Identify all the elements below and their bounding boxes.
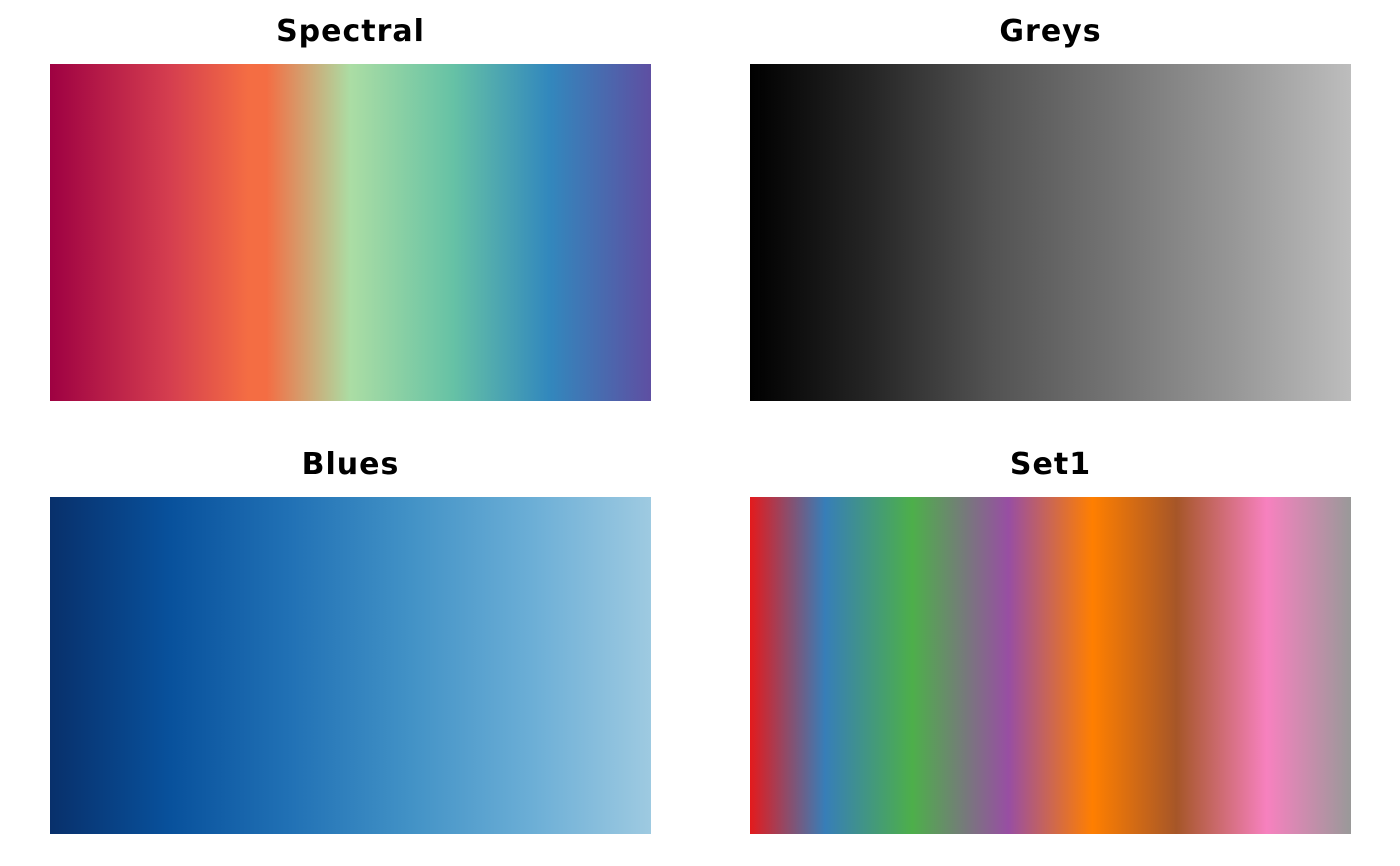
palette-title: Greys xyxy=(750,14,1351,50)
palette-gradient-swatch xyxy=(50,497,651,834)
palette-title: Blues xyxy=(50,447,651,483)
palette-title: Set1 xyxy=(750,447,1351,483)
palette-gradient-swatch xyxy=(50,64,651,401)
palette-gradient-swatch xyxy=(750,497,1351,834)
palette-title: Spectral xyxy=(50,14,651,50)
palette-gradient-swatch xyxy=(750,64,1351,401)
